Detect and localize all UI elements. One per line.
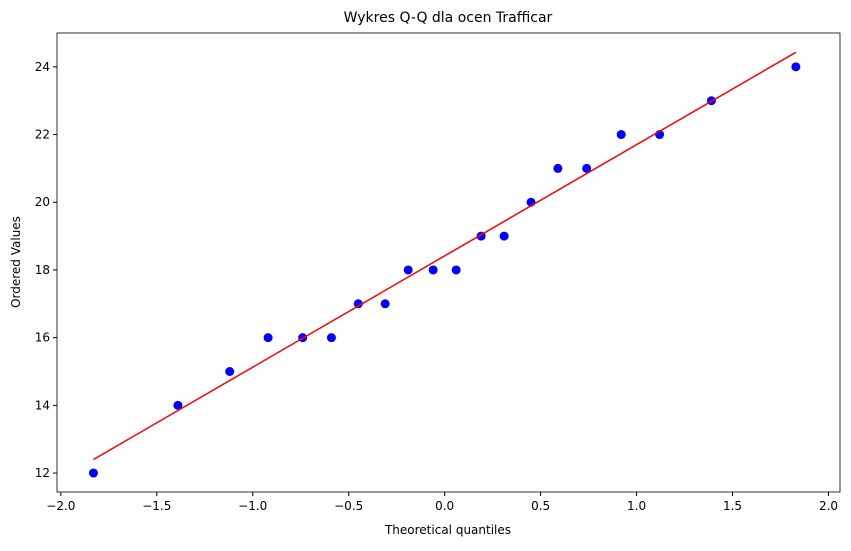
y-tick-label: 18	[35, 263, 50, 277]
x-tick-label: 1.0	[627, 499, 646, 513]
y-tick-label: 20	[35, 195, 50, 209]
point	[791, 62, 801, 72]
x-tick-label: −2.0	[46, 499, 75, 513]
y-tick-label: 22	[35, 128, 50, 142]
y-tick-label: 16	[35, 331, 50, 345]
point	[353, 299, 363, 309]
point	[553, 163, 563, 173]
point	[582, 163, 592, 173]
x-axis-label: Theoretical quantiles	[384, 523, 511, 537]
point	[616, 130, 626, 140]
point	[403, 265, 413, 275]
y-axis-label: Ordered Values	[9, 216, 23, 308]
point	[326, 333, 336, 343]
x-tick-label: −0.5	[334, 499, 363, 513]
point	[88, 468, 98, 478]
chart-title: Wykres Q-Q dla ocen Trafficar	[344, 10, 553, 26]
point	[173, 400, 183, 410]
plot-frame	[56, 32, 841, 493]
x-tick-label: −1.0	[238, 499, 267, 513]
x-tick-label: 1.5	[723, 499, 742, 513]
y-tick-label: 12	[35, 466, 50, 480]
point	[451, 265, 461, 275]
x-tick-label: 2.0	[819, 499, 838, 513]
x-tick-label: 0.0	[435, 499, 454, 513]
point	[380, 299, 390, 309]
y-tick-label: 24	[35, 60, 50, 74]
x-tick-label: −1.5	[142, 499, 171, 513]
point	[263, 333, 273, 343]
point	[428, 265, 438, 275]
fit-line	[93, 51, 797, 461]
point	[225, 366, 235, 376]
point	[499, 231, 509, 241]
x-tick-label: 0.5	[531, 499, 550, 513]
y-tick-label: 14	[35, 398, 50, 412]
